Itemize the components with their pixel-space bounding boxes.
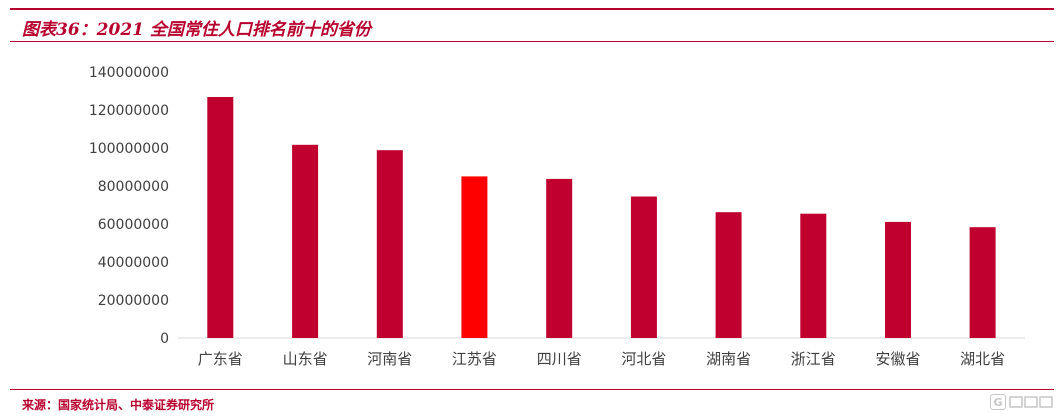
watermark: G xyxy=(990,392,1056,412)
y-tick-label: 80000000 xyxy=(98,179,169,195)
x-tick-label: 浙江省 xyxy=(791,350,836,368)
bar-4 xyxy=(461,176,488,338)
bar-7 xyxy=(715,212,742,338)
x-tick-label: 湖南省 xyxy=(706,350,751,368)
bar-3 xyxy=(376,150,403,338)
x-tick-label: 山东省 xyxy=(283,350,328,368)
y-axis-labels: 0 20000000 40000000 60000000 80000000 1000000… xyxy=(89,65,169,347)
x-tick-label: 河南省 xyxy=(367,350,412,368)
watermark-glyph-icon xyxy=(1009,396,1053,408)
bar-8 xyxy=(800,213,827,338)
x-tick-label: 四川省 xyxy=(537,350,582,368)
bar-6 xyxy=(630,196,657,338)
bars xyxy=(207,97,996,338)
y-tick-label: 60000000 xyxy=(98,217,169,233)
x-tick-label: 河北省 xyxy=(621,350,666,368)
bar-9 xyxy=(885,221,911,338)
bar-2 xyxy=(292,144,319,338)
top-rule xyxy=(10,8,1054,10)
figure-title: 图表36：2021 全国常住人口排名前十的省份 xyxy=(22,20,371,40)
y-tick-label: 40000000 xyxy=(98,255,169,271)
source-note: 来源：国家统计局、中泰证券研究所 xyxy=(22,398,215,412)
title-rule xyxy=(10,41,1054,42)
bar-5 xyxy=(546,178,573,338)
x-axis-labels: 广东省 山东省 河南省 江苏省 四川省 河北省 湖南省 浙江省 安徽省 湖北省 xyxy=(198,350,1005,368)
y-tick-label: 0 xyxy=(160,331,169,347)
bar-10 xyxy=(969,227,996,338)
bottom-rule xyxy=(10,389,1054,390)
x-tick-label: 湖北省 xyxy=(960,350,1005,368)
bar-1 xyxy=(207,97,234,338)
x-tick-label: 安徽省 xyxy=(875,350,920,368)
y-tick-label: 140000000 xyxy=(89,65,169,81)
x-tick-label: 广东省 xyxy=(198,350,243,368)
y-tick-label: 100000000 xyxy=(89,141,169,157)
y-tick-label: 20000000 xyxy=(98,293,169,309)
x-tick-label: 江苏省 xyxy=(452,350,497,368)
y-tick-label: 120000000 xyxy=(89,103,169,119)
g-logo-icon: G xyxy=(990,394,1006,410)
